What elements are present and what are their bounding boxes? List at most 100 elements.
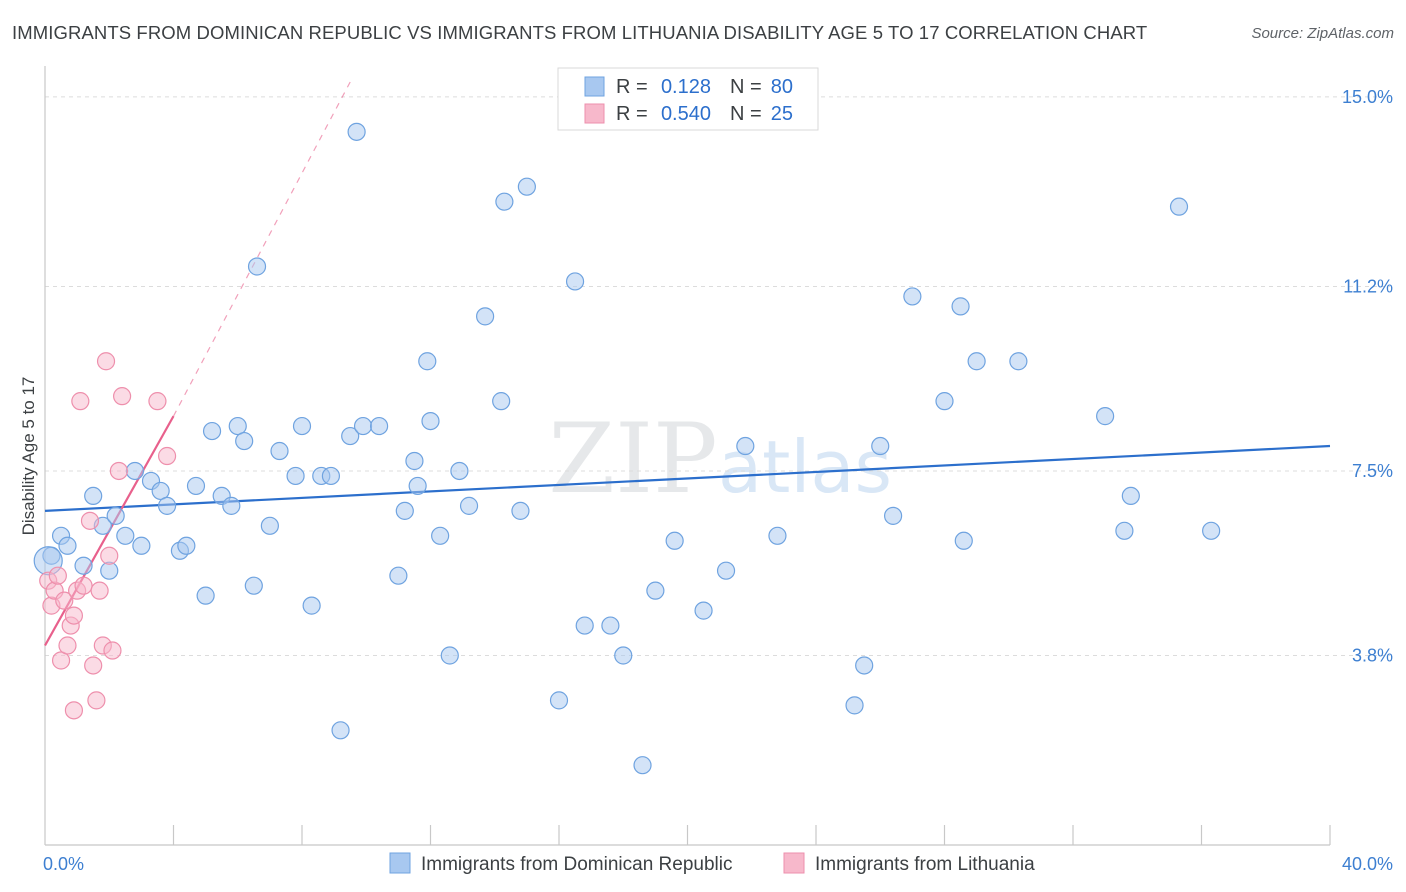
stats-n-value-1: 25 (771, 103, 793, 125)
stats-n-label-1: N = (730, 103, 762, 125)
point-s0-65 (855, 656, 874, 675)
point-s0-68 (903, 287, 922, 306)
point-s0-23 (244, 576, 263, 595)
point-s0-33 (341, 426, 360, 446)
stats-n-label-0: N = (730, 76, 762, 98)
point-s0-35 (353, 416, 373, 436)
stats-n-value-0: 80 (771, 76, 793, 98)
point-s0-8 (116, 526, 135, 545)
y-axis-label: Disability Age 5 to 17 (19, 377, 38, 536)
point-s0-47 (476, 307, 495, 326)
point-s0-18 (202, 421, 222, 441)
point-s0-25 (260, 516, 279, 535)
watermark-zip: ZIP (548, 403, 717, 515)
stats-r-value-0: 0.128 (661, 76, 711, 98)
point-s0-29 (302, 596, 321, 615)
point-s0-54 (575, 616, 594, 635)
point-s0-63 (768, 526, 787, 545)
legend-swatch-0 (389, 852, 411, 874)
y-tick-labels: 3.8% 7.5% 11.2% 15.0% (1342, 87, 1393, 666)
point-s1-24 (157, 446, 177, 466)
y-tick-label-0: 3.8% (1352, 645, 1393, 665)
point-s0-74 (1096, 407, 1115, 426)
y-tick-label-1: 7.5% (1352, 461, 1393, 481)
point-s0-15 (177, 536, 196, 555)
point-s0-56 (614, 646, 633, 665)
legend-swatch-1 (783, 852, 805, 874)
point-s0-16 (186, 476, 206, 496)
point-s0-59 (665, 531, 684, 550)
y-tick-label-3: 15.0% (1342, 87, 1393, 107)
point-s0-67 (883, 506, 903, 525)
point-s0-41 (418, 352, 437, 371)
point-s0-45 (450, 461, 469, 481)
point-s0-20 (222, 496, 241, 515)
point-s1-11 (71, 392, 90, 411)
point-s0-13 (157, 496, 177, 515)
point-s0-17 (196, 586, 215, 605)
point-s0-22 (235, 431, 254, 451)
point-s0-4 (84, 486, 103, 506)
point-s1-3 (48, 566, 67, 585)
point-s0-64 (845, 696, 864, 715)
trend-line-0 (44, 444, 1331, 512)
point-s0-10 (132, 536, 151, 555)
chart-title: IMMIGRANTS FROM DOMINICAN REPUBLIC VS IM… (12, 22, 1148, 43)
point-s1-5 (55, 591, 74, 610)
y-tick-label-2: 11.2% (1343, 276, 1393, 296)
axes (44, 66, 1331, 846)
point-s0-62 (736, 436, 755, 456)
legend-label-0: Immigrants from Dominican Republic (421, 854, 733, 875)
point-s0-38 (395, 501, 414, 520)
point-s1-16 (90, 581, 109, 600)
point-s0-42 (421, 411, 440, 431)
point-s0-51 (517, 177, 536, 196)
point-s0-12 (151, 481, 170, 501)
point-s0-69 (935, 392, 954, 411)
point-s1-12 (74, 576, 93, 595)
point-s0-72 (967, 352, 986, 371)
x-tick-labels: 0.0% 40.0% (43, 854, 1393, 874)
point-s0-40 (408, 476, 427, 496)
stats-swatch-1 (584, 103, 605, 124)
point-s0-76 (1121, 486, 1140, 506)
point-s0-53 (565, 272, 585, 291)
point-s0-27 (286, 466, 305, 486)
point-s0-39 (405, 451, 424, 471)
point-s0-28 (292, 416, 312, 436)
point-s0-43 (431, 526, 450, 545)
point-s1-21 (109, 461, 128, 481)
point-s0-24 (247, 257, 267, 276)
stats-r-label-0: R = (616, 76, 648, 98)
point-s0-61 (716, 561, 736, 580)
data-points (33, 122, 1221, 775)
point-s0-26 (270, 441, 289, 461)
point-s0-70 (951, 297, 970, 316)
point-s0-52 (549, 691, 569, 710)
point-s1-9 (64, 606, 84, 625)
point-s0-49 (495, 192, 514, 211)
stats-r-value-1: 0.540 (661, 103, 711, 125)
point-s1-6 (58, 636, 77, 655)
point-s0-46 (459, 496, 479, 515)
point-s0-77 (1169, 197, 1189, 216)
point-s0-48 (492, 392, 511, 411)
point-s1-13 (80, 511, 100, 530)
point-s0-31 (321, 466, 341, 486)
point-s1-14 (84, 656, 103, 675)
point-s1-4 (51, 651, 71, 670)
point-s0-36 (370, 416, 389, 436)
point-s0-66 (871, 436, 890, 456)
point-s0-75 (1115, 521, 1134, 540)
point-s0-57 (633, 756, 652, 775)
point-s1-18 (96, 352, 116, 371)
trend-line-extension-1 (172, 81, 351, 417)
point-s0-9 (125, 461, 145, 481)
point-s1-19 (100, 546, 119, 565)
trend-lines (44, 81, 1331, 647)
point-s0-37 (389, 566, 408, 585)
point-s1-20 (103, 641, 122, 660)
point-s1-22 (112, 387, 132, 406)
watermark: ZIP atlas (548, 403, 892, 515)
